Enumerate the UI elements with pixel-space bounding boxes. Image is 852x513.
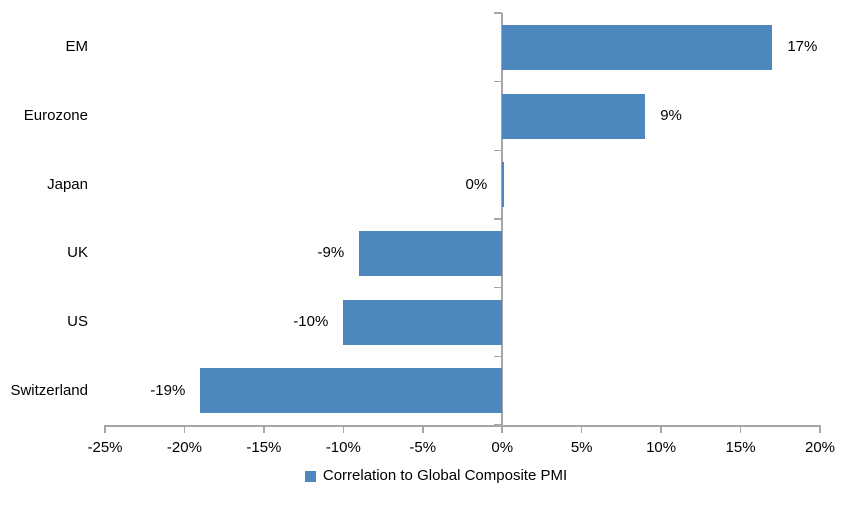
y-axis-tick: [494, 218, 503, 220]
category-label-eurozone: Eurozone: [23, 107, 88, 124]
category-label-us: US: [67, 313, 88, 330]
y-axis-tick: [494, 80, 503, 83]
category-label-switzerland: Switzerland: [10, 381, 88, 399]
x-tick-label: -20%: [166, 439, 202, 456]
bar-us: [343, 299, 503, 345]
y-axis-tick: [494, 355, 503, 358]
x-tick-label: 0%: [491, 439, 514, 456]
x-axis-tick: [501, 425, 503, 433]
bar-switzerland: [200, 368, 503, 414]
x-tick-label: 20%: [804, 439, 836, 456]
bar-eurozone: [502, 93, 646, 139]
legend: Correlation to Global Composite PMI: [10, 467, 852, 485]
x-tick-label: -10%: [325, 439, 361, 456]
x-tick-label: 5%: [570, 439, 593, 456]
x-tick-label: -5%: [409, 439, 437, 456]
legend-label: Correlation to Global Composite PMI: [322, 467, 568, 484]
legend-square-icon: [304, 470, 316, 482]
value-label: -19%: [150, 381, 186, 399]
value-label: 9%: [660, 107, 682, 124]
category-label-em: EM: [65, 38, 89, 56]
y-axis-tick: [494, 12, 503, 14]
category-label-uk: UK: [67, 244, 88, 262]
value-label: 0%: [465, 175, 488, 193]
bar-uk: [359, 230, 503, 276]
x-axis-tick: [422, 425, 424, 433]
value-label: -10%: [293, 313, 329, 330]
x-axis-tick: [183, 425, 186, 433]
bar-japan: [502, 162, 504, 208]
value-label: -9%: [317, 244, 345, 262]
x-tick-label: 15%: [725, 439, 756, 456]
value-label: 17%: [787, 38, 818, 56]
x-axis-tick: [263, 425, 265, 433]
x-axis-tick: [580, 425, 583, 433]
category-label-japan: Japan: [47, 175, 88, 193]
x-axis-tick: [819, 425, 821, 433]
x-axis-line: [105, 425, 820, 427]
y-axis-tick: [494, 149, 503, 152]
x-tick-label: -15%: [246, 439, 282, 456]
x-axis-tick: [104, 425, 106, 433]
x-tick-label: -25%: [87, 439, 123, 456]
y-axis-line: [501, 13, 503, 425]
x-tick-label: 10%: [646, 439, 677, 456]
x-axis-tick: [739, 425, 742, 433]
x-axis-tick: [342, 425, 345, 433]
x-axis-tick: [660, 425, 662, 433]
y-axis-tick: [494, 286, 503, 289]
bar-em: [502, 24, 773, 70]
